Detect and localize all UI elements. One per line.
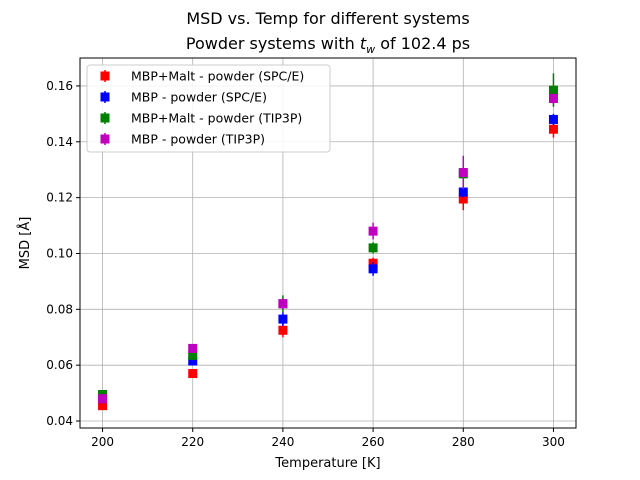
- x-tick-label: 260: [362, 435, 385, 449]
- legend-marker: [100, 71, 110, 81]
- legend-marker: [100, 113, 110, 123]
- data-point: [98, 401, 108, 411]
- data-point: [278, 314, 288, 324]
- x-tick-label: 240: [271, 435, 294, 449]
- legend-label: MBP - powder (TIP3P): [131, 132, 265, 147]
- y-tick-label: 0.16: [46, 79, 73, 93]
- plot-frame: [79, 57, 577, 429]
- data-point: [188, 343, 198, 353]
- data-point: [458, 187, 468, 197]
- legend-box: [86, 64, 331, 153]
- x-tick-label: 300: [542, 435, 565, 449]
- data-point: [188, 356, 198, 366]
- data-point: [458, 167, 468, 177]
- data-point: [368, 243, 378, 253]
- x-tick-label: 220: [181, 435, 204, 449]
- y-tick-label: 0.12: [46, 191, 73, 205]
- data-point: [548, 85, 558, 95]
- legend-label: MBP+Malt - powder (SPC/E): [131, 69, 304, 84]
- legend-marker: [100, 92, 110, 102]
- chart-title-symbol: t: [360, 34, 367, 53]
- chart-title-suffix: of 102.4 ps: [375, 34, 470, 53]
- data-point: [548, 124, 558, 134]
- legend-label: MBP - powder (SPC/E): [131, 90, 267, 105]
- y-axis-label: MSD [Å]: [17, 217, 33, 270]
- data-point: [278, 299, 288, 309]
- y-tick-label: 0.06: [46, 358, 73, 372]
- data-point: [368, 264, 378, 274]
- axis-ticks: 200 220 240 260 280 300 0.04 0.06 0.08 0.10 0.12 0.…: [46, 79, 565, 449]
- data-point: [548, 93, 558, 103]
- chart-title-line2: Powder systems with tw of 102.4 ps: [186, 34, 470, 56]
- y-tick-label: 0.08: [46, 302, 73, 316]
- x-tick-label: 280: [452, 435, 475, 449]
- data-point: [188, 350, 198, 360]
- chart-title-line1: MSD vs. Temp for different systems: [186, 9, 469, 28]
- x-tick-label: 200: [91, 435, 114, 449]
- data-points: [98, 73, 558, 411]
- legend-marker: [100, 134, 110, 144]
- y-tick-label: 0.14: [46, 135, 73, 149]
- y-tick-label: 0.04: [46, 414, 73, 428]
- data-point: [188, 369, 198, 379]
- data-point: [368, 226, 378, 236]
- data-point: [98, 394, 108, 404]
- data-point: [278, 325, 288, 335]
- legend-label: MBP+Malt - powder (TIP3P): [131, 111, 302, 126]
- legend: MBP+Malt - powder (SPC/E) MBP - powder (S…: [86, 64, 331, 153]
- chart-title-subscript: w: [366, 43, 375, 56]
- y-tick-label: 0.10: [46, 246, 73, 260]
- data-point: [458, 194, 468, 204]
- chart-title-prefix: Powder systems with: [186, 34, 360, 53]
- x-axis-label: Temperature [K]: [274, 456, 380, 471]
- data-point: [548, 114, 558, 124]
